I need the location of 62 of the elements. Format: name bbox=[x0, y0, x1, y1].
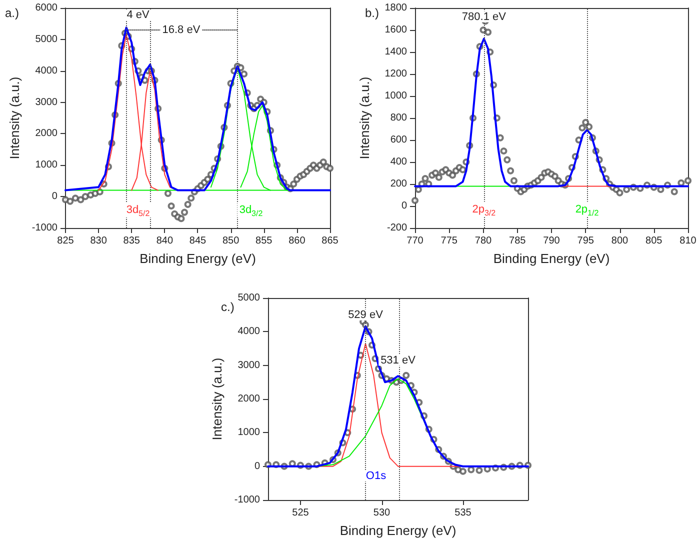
x-tick-label: 845 bbox=[189, 236, 207, 246]
y-tick-label: -1000 bbox=[32, 222, 58, 234]
y-tick-label: 5000 bbox=[35, 34, 58, 45]
x-tick-label: 805 bbox=[646, 236, 663, 246]
y-tick-label: 1600 bbox=[384, 24, 408, 36]
x-tick-label: 800 bbox=[611, 236, 629, 246]
x-tick-label: 770 bbox=[406, 236, 424, 246]
y-tick-label: 6000 bbox=[35, 2, 58, 14]
x-tick-label: 835 bbox=[123, 236, 140, 246]
y-tick-label: 1200 bbox=[384, 68, 408, 80]
annotation: 780.1 eV bbox=[462, 10, 507, 23]
y-tick-label: 400 bbox=[390, 156, 408, 168]
y-tick-label: 800 bbox=[390, 112, 408, 124]
x-tick-label: 840 bbox=[156, 236, 174, 246]
x-tick-label: 535 bbox=[454, 508, 472, 518]
x-tick-label: 780 bbox=[474, 236, 492, 246]
x-axis-title: Binding Energy (eV) bbox=[493, 251, 610, 266]
y-tick-label: 1800 bbox=[384, 2, 408, 14]
y-tick-label: 2000 bbox=[35, 128, 58, 140]
y-axis-title: Intensity (a.u.) bbox=[210, 358, 225, 440]
chart-title: a.) bbox=[5, 6, 20, 20]
y-tick-label: 4000 bbox=[238, 326, 260, 338]
y-tick-label: 1000 bbox=[35, 160, 58, 171]
y-tick-label: 1400 bbox=[384, 46, 408, 58]
y-tick-label: 1000 bbox=[238, 427, 260, 438]
x-tick-label: 830 bbox=[90, 236, 108, 246]
x-tick-label: 795 bbox=[577, 236, 594, 246]
x-tick-label: 525 bbox=[292, 508, 310, 518]
x-tick-label: 825 bbox=[57, 236, 74, 246]
y-tick-label: 3000 bbox=[238, 360, 260, 371]
chart-title: c.) bbox=[221, 300, 234, 314]
y-axis-title: Intensity (a.u.) bbox=[7, 76, 22, 160]
x-axis-title: Binding Energy (eV) bbox=[140, 251, 256, 266]
x-tick-label: 775 bbox=[440, 236, 458, 246]
chart-title: b.) bbox=[365, 6, 380, 20]
y-tick-label: 5000 bbox=[238, 292, 260, 304]
y-axis-title: Intensity (a.u.) bbox=[357, 76, 372, 160]
annotation: 16.8 eV bbox=[162, 24, 201, 36]
y-tick-label: 1000 bbox=[384, 90, 408, 102]
y-tick-label: 3000 bbox=[35, 96, 58, 108]
annotation: 531 eV bbox=[380, 354, 416, 366]
x-tick-label: 860 bbox=[288, 236, 306, 246]
y-tick-label: -1000 bbox=[234, 494, 260, 506]
y-tick-label: 0 bbox=[401, 200, 408, 212]
x-axis-title: Binding Energy (eV) bbox=[340, 523, 456, 538]
y-tick-label: 200 bbox=[390, 178, 408, 190]
y-tick-label: 4000 bbox=[35, 65, 58, 76]
x-tick-label: 530 bbox=[373, 508, 391, 518]
x-tick-label: 855 bbox=[256, 236, 273, 246]
x-tick-label: 810 bbox=[680, 236, 697, 246]
x-tick-label: 790 bbox=[543, 236, 560, 246]
x-tick-label: 785 bbox=[509, 236, 526, 246]
y-tick-label: 0 bbox=[52, 191, 58, 202]
annotation: 4 eV bbox=[126, 9, 150, 21]
x-tick-label: 865 bbox=[322, 236, 339, 246]
y-tick-label: -200 bbox=[386, 222, 408, 234]
x-tick-label: 850 bbox=[222, 236, 240, 246]
annotation: O1s bbox=[366, 470, 387, 482]
y-tick-label: 600 bbox=[390, 134, 408, 146]
annotation: 529 eV bbox=[348, 308, 384, 321]
y-tick-label: 2000 bbox=[238, 394, 260, 404]
y-tick-label: 0 bbox=[254, 460, 260, 472]
